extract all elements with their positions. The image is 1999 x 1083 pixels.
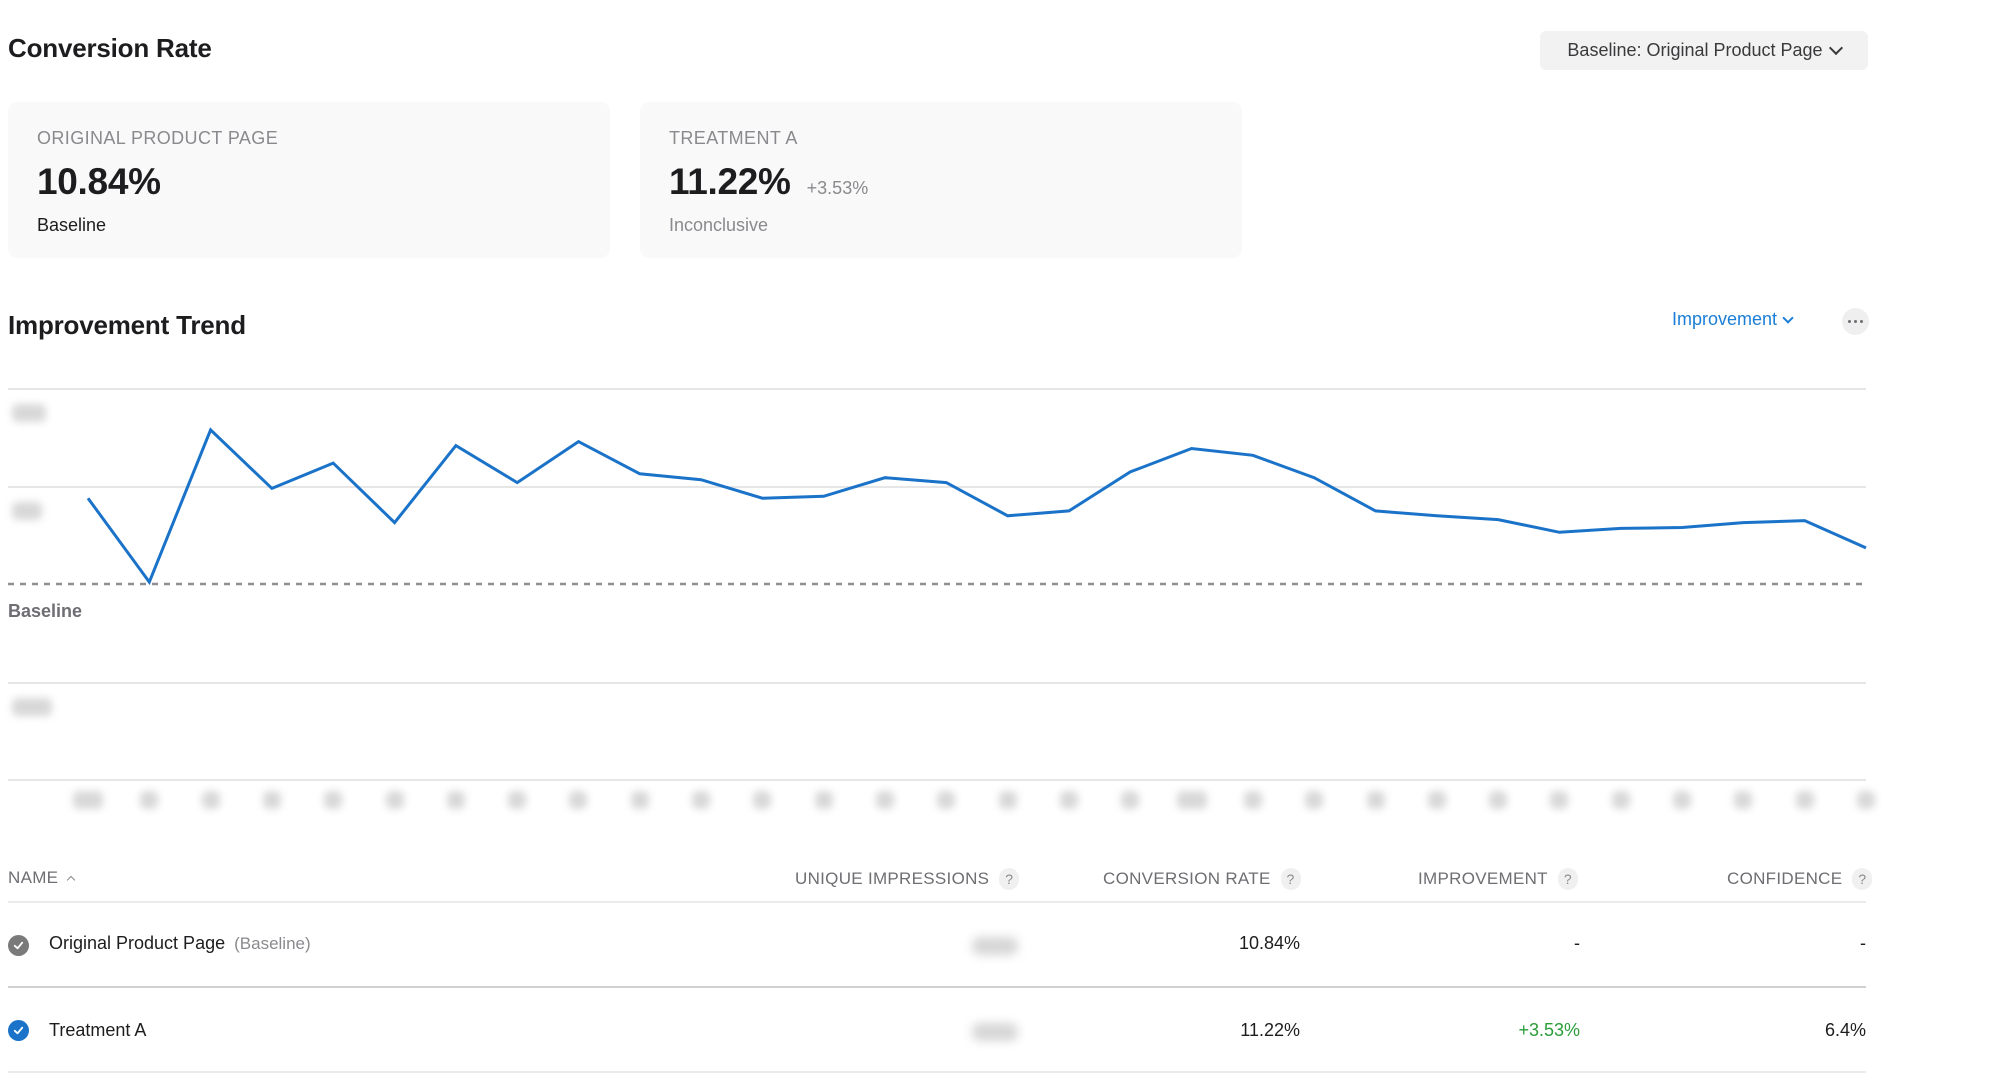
card-status: Baseline [37, 215, 107, 235]
more-options-button[interactable] [1842, 308, 1869, 335]
treatment-a-line [86, 427, 1867, 586]
baseline-tag: (Baseline) [234, 934, 311, 953]
x-axis-tick-label [1673, 791, 1692, 809]
x-axis-tick-label [1489, 791, 1508, 809]
x-axis-tick-label [569, 791, 588, 809]
more-horizontal-icon [1847, 319, 1864, 324]
baseline-selector-label: Baseline: Original Product Page [1567, 40, 1823, 60]
improvement-value: +3.53% [1518, 1020, 1580, 1040]
column-header-improvement[interactable]: IMPROVEMENT ? [1418, 868, 1578, 890]
conversion-rate-value: 10.84% [1238, 933, 1300, 953]
selected-check-icon[interactable] [8, 935, 29, 956]
card-label: TREATMENT A [669, 128, 798, 148]
variant-name: Treatment A [49, 1020, 147, 1040]
row-name: Original Product Page (Baseline) [49, 933, 311, 954]
baseline-selector-button[interactable]: Baseline: Original Product Page [1540, 31, 1868, 70]
baseline-label: Baseline [8, 601, 83, 621]
x-axis-tick-label [385, 791, 404, 809]
improvement-trend-chart [8, 388, 1867, 781]
column-header-name[interactable]: NAME [8, 868, 76, 888]
column-header-label: CONFIDENCE [1727, 869, 1843, 888]
x-axis-tick-label [201, 791, 220, 809]
metric-card-original: ORIGINAL PRODUCT PAGE 10.84% Baseline [8, 102, 610, 258]
card-delta: +3.53% [806, 178, 869, 198]
sort-ascending-icon [67, 875, 76, 885]
y-axis-tick-label [12, 502, 42, 520]
improvement-value: - [1574, 933, 1580, 953]
x-axis-tick-label [998, 791, 1017, 809]
unique-impressions-value-redacted [972, 1023, 1018, 1041]
table-header-divider [8, 901, 1866, 903]
confidence-value: - [1860, 933, 1866, 953]
column-header-unique-impressions[interactable]: UNIQUE IMPRESSIONS ? [795, 868, 1020, 890]
column-header-label: CONVERSION RATE [1103, 869, 1271, 888]
card-value: 10.84% [37, 161, 161, 202]
chevron-down-icon [1828, 40, 1843, 56]
x-axis-tick-label [1550, 791, 1569, 809]
x-axis-tick-label [1243, 791, 1262, 809]
improvement-trend-title: Improvement Trend [8, 310, 246, 340]
x-axis-tick-label [1427, 791, 1446, 809]
card-value: 11.22% [669, 161, 791, 202]
x-axis-tick-label [753, 791, 772, 809]
chevron-down-icon [1782, 311, 1794, 324]
column-header-conversion-rate[interactable]: CONVERSION RATE ? [1103, 868, 1301, 890]
x-axis-tick-label [1366, 791, 1385, 809]
help-icon[interactable]: ? [1280, 868, 1301, 890]
row-divider [8, 986, 1866, 988]
x-axis-tick-label [508, 791, 527, 809]
x-axis-tick-label [1795, 791, 1814, 809]
x-axis-tick-label [1305, 791, 1324, 809]
metric-dropdown[interactable]: Improvement [1672, 309, 1794, 330]
x-axis-tick-label [1121, 791, 1140, 809]
metric-dropdown-label: Improvement [1672, 309, 1778, 329]
x-axis-tick-label [630, 791, 649, 809]
y-axis-tick-label [12, 698, 52, 716]
card-label: ORIGINAL PRODUCT PAGE [37, 128, 279, 148]
unique-impressions-value-redacted [972, 937, 1018, 955]
x-axis-tick-label [692, 791, 711, 809]
x-axis-tick-label [73, 791, 103, 809]
help-icon[interactable]: ? [999, 868, 1020, 890]
x-axis-tick-label [937, 791, 956, 809]
conversion-rate-title: Conversion Rate [8, 33, 212, 63]
table-row[interactable]: Treatment A 11.22% +3.53% 6.4% [0, 989, 1870, 1071]
column-header-label: UNIQUE IMPRESSIONS [795, 869, 990, 888]
confidence-value: 6.4% [1824, 1020, 1866, 1040]
column-header-confidence[interactable]: CONFIDENCE ? [1727, 868, 1873, 890]
x-axis-tick-label [876, 791, 895, 809]
x-axis-tick-label [1734, 791, 1753, 809]
variant-name: Original Product Page [49, 933, 226, 953]
help-icon[interactable]: ? [1852, 868, 1873, 890]
x-axis-tick-label [262, 791, 281, 809]
selected-check-icon[interactable] [8, 1020, 29, 1041]
card-status: Inconclusive [669, 215, 769, 235]
x-axis-tick-label [324, 791, 343, 809]
gridlines [8, 388, 1866, 781]
metric-card-treatment-a: TREATMENT A 11.22% +3.53% Inconclusive [640, 102, 1242, 258]
y-axis-tick-label [12, 404, 46, 422]
help-icon[interactable]: ? [1557, 868, 1578, 890]
row-divider [8, 1071, 1866, 1073]
row-name: Treatment A [49, 1020, 146, 1041]
column-header-label: NAME [8, 868, 59, 887]
table-row[interactable]: Original Product Page (Baseline) 10.84% -… [0, 904, 1870, 986]
x-axis-tick-label [814, 791, 833, 809]
x-axis-tick-label [140, 791, 159, 809]
x-axis-tick-label [446, 791, 465, 809]
x-axis-tick-label [1176, 791, 1207, 809]
x-axis-tick-label [1059, 791, 1078, 809]
x-axis-tick-label [1857, 791, 1875, 809]
x-axis-tick-label [1611, 791, 1630, 809]
column-header-label: IMPROVEMENT [1418, 869, 1548, 888]
conversion-rate-value: 11.22% [1240, 1020, 1300, 1040]
